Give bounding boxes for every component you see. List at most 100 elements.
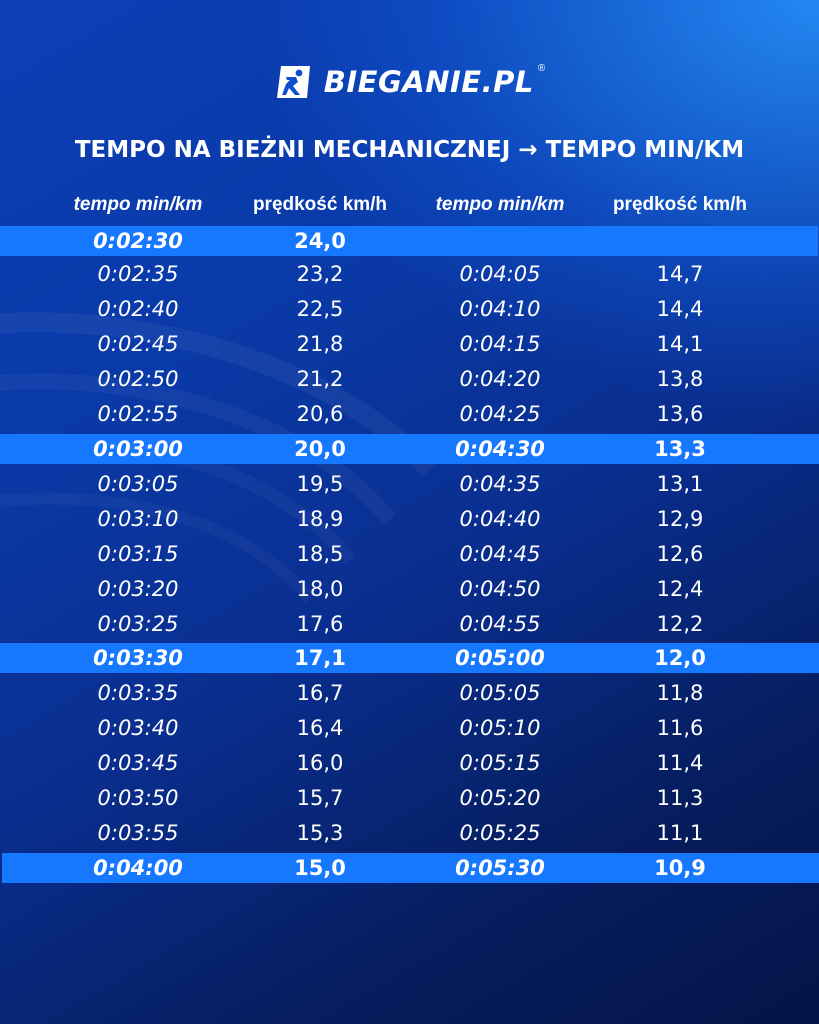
- table-row: 0:02:35 23,2 0:04:05 14,7: [0, 259, 819, 289]
- speed-cell: 19,5: [296, 472, 344, 496]
- speed-cell: 15,0: [294, 856, 346, 880]
- speed-cell: 12,2: [656, 612, 704, 636]
- tempo-cell: 0:04:40: [459, 507, 541, 531]
- speed-cell: 15,3: [296, 821, 344, 845]
- table-row: 0:03:55 15,3 0:05:25 11,1: [0, 818, 819, 848]
- table-row: 0:03:45 16,0 0:05:15 11,4: [0, 748, 819, 778]
- tempo-cell: 0:05:10: [459, 716, 541, 740]
- registered-mark: ®: [537, 62, 546, 74]
- speed-cell: 11,6: [656, 716, 704, 740]
- page-title: TEMPO NA BIEŻNI MECHANICZNEJ → TEMPO MIN…: [74, 137, 745, 163]
- speed-cell: 11,8: [656, 681, 704, 705]
- brand-logo: BIEGANIE.PL ®: [0, 62, 819, 102]
- tempo-cell: 0:02:50: [97, 367, 179, 391]
- speed-cell: [580, 226, 780, 256]
- tempo-cell: 0:04:10: [459, 297, 541, 321]
- tempo-cell: 0:03:55: [97, 821, 179, 845]
- speed-cell: 16,0: [296, 751, 344, 775]
- tempo-cell: 0:02:30: [93, 229, 183, 253]
- table-row: 0:02:50 21,2 0:04:20 13,8: [0, 364, 819, 394]
- speed-cell: 11,4: [656, 751, 704, 775]
- tempo-cell: 0:04:25: [459, 402, 541, 426]
- table-row: 0:03:20 18,0 0:04:50 12,4: [0, 574, 819, 604]
- tempo-cell: 0:05:25: [459, 821, 541, 845]
- speed-cell: 13,1: [656, 472, 704, 496]
- brand-name: BIEGANIE.PL: [323, 65, 534, 99]
- tempo-cell: 0:04:35: [459, 472, 541, 496]
- speed-cell: 12,6: [656, 542, 704, 566]
- tempo-cell: [400, 226, 600, 256]
- tempo-cell: 0:04:05: [459, 262, 541, 286]
- speed-cell: 20,6: [296, 402, 344, 426]
- tempo-cell: 0:04:20: [459, 367, 541, 391]
- tempo-cell: 0:02:55: [97, 402, 179, 426]
- speed-cell: 21,2: [296, 367, 344, 391]
- speed-cell: 21,8: [296, 332, 344, 356]
- table-row: 0:02:55 20,6 0:04:25 13,6: [0, 399, 819, 429]
- speed-cell: 16,4: [296, 716, 344, 740]
- speed-cell: 13,8: [656, 367, 704, 391]
- tempo-cell: 0:03:35: [97, 681, 179, 705]
- speed-cell: 18,5: [296, 542, 344, 566]
- speed-cell: 11,1: [656, 821, 704, 845]
- column-header-tempo-right: tempo min/km: [435, 194, 565, 215]
- speed-cell: 17,6: [296, 612, 344, 636]
- table-row: 0:03:30 17,1 0:05:00 12,0: [0, 643, 819, 673]
- table-row: 0:02:30 24,0: [0, 226, 818, 256]
- tempo-cell: 0:02:35: [97, 262, 179, 286]
- tempo-cell: 0:03:30: [93, 646, 183, 670]
- table-row: 0:02:40 22,5 0:04:10 14,4: [0, 294, 819, 324]
- table-row: 0:03:15 18,5 0:04:45 12,6: [0, 539, 819, 569]
- speed-cell: 14,1: [656, 332, 704, 356]
- tempo-cell: 0:03:10: [97, 507, 179, 531]
- speed-cell: 14,7: [656, 262, 704, 286]
- tempo-cell: 0:04:15: [459, 332, 541, 356]
- speed-cell: 24,0: [294, 229, 346, 253]
- table-row: 0:04:00 15,0 0:05:30 10,9: [2, 853, 819, 883]
- speed-cell: 22,5: [296, 297, 344, 321]
- table-row: 0:03:10 18,9 0:04:40 12,9: [0, 504, 819, 534]
- speed-cell: 16,7: [296, 681, 344, 705]
- table-row: 0:03:00 20,0 0:04:30 13,3: [0, 434, 819, 464]
- speed-cell: 12,4: [656, 577, 704, 601]
- table-row: 0:03:25 17,6 0:04:55 12,2: [0, 609, 819, 639]
- tempo-cell: 0:04:50: [459, 577, 541, 601]
- tempo-cell: 0:02:40: [97, 297, 179, 321]
- tempo-cell: 0:05:20: [459, 786, 541, 810]
- speed-cell: 13,6: [656, 402, 704, 426]
- column-header-speed-left: prędkość km/h: [252, 194, 388, 215]
- speed-cell: 10,9: [654, 856, 706, 880]
- speed-cell: 12,0: [654, 646, 706, 670]
- tempo-cell: 0:03:05: [97, 472, 179, 496]
- speed-cell: 14,4: [656, 297, 704, 321]
- speed-cell: 20,0: [294, 437, 346, 461]
- tempo-cell: 0:04:30: [455, 437, 545, 461]
- tempo-cell: 0:03:25: [97, 612, 179, 636]
- tempo-cell: 0:03:20: [97, 577, 179, 601]
- tempo-cell: 0:03:40: [97, 716, 179, 740]
- table-row: 0:03:50 15,7 0:05:20 11,3: [0, 783, 819, 813]
- tempo-cell: 0:05:00: [455, 646, 545, 670]
- speed-cell: 11,3: [656, 786, 704, 810]
- tempo-cell: 0:05:15: [459, 751, 541, 775]
- tempo-cell: 0:02:45: [97, 332, 179, 356]
- tempo-cell: 0:05:05: [459, 681, 541, 705]
- tempo-cell: 0:04:45: [459, 542, 541, 566]
- speed-cell: 12,9: [656, 507, 704, 531]
- tempo-cell: 0:03:45: [97, 751, 179, 775]
- speed-cell: 17,1: [294, 646, 346, 670]
- speed-cell: 23,2: [296, 262, 344, 286]
- column-header-speed-right: prędkość km/h: [612, 194, 748, 215]
- tempo-cell: 0:04:00: [93, 856, 183, 880]
- speed-cell: 13,3: [654, 437, 706, 461]
- tempo-cell: 0:04:55: [459, 612, 541, 636]
- table-row: 0:03:05 19,5 0:04:35 13,1: [0, 469, 819, 499]
- speed-cell: 15,7: [296, 786, 344, 810]
- speed-cell: 18,9: [296, 507, 344, 531]
- tempo-cell: 0:05:30: [455, 856, 545, 880]
- tempo-cell: 0:03:50: [97, 786, 179, 810]
- speed-cell: 18,0: [296, 577, 344, 601]
- tempo-cell: 0:03:15: [97, 542, 179, 566]
- table-row: 0:02:45 21,8 0:04:15 14,1: [0, 329, 819, 359]
- tempo-cell: 0:03:00: [93, 437, 183, 461]
